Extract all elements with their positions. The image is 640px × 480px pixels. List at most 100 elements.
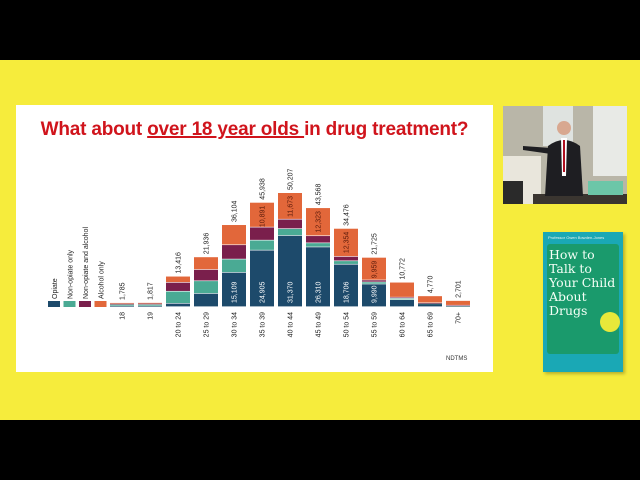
bar-segment-alcohol-only bbox=[446, 300, 470, 305]
speaker-image bbox=[503, 106, 627, 204]
bar-segment-alcohol-only bbox=[166, 276, 190, 283]
category-label: 20 to 24 bbox=[176, 312, 183, 337]
legend-label: Alcohol only bbox=[99, 261, 106, 299]
title-underlined: over 18 year olds bbox=[147, 119, 305, 140]
title-part: in drug treatment? bbox=[304, 119, 469, 140]
bar-segment-non-opiate-and-alcohol bbox=[166, 282, 190, 291]
segment-label: 12,354 bbox=[344, 232, 351, 254]
bar-segment-non-opiate-only bbox=[222, 259, 246, 273]
category-label: 35 to 39 bbox=[260, 312, 267, 337]
bar-segment-opiate bbox=[278, 235, 302, 307]
title-part: What about bbox=[40, 119, 148, 140]
total-label: 1,785 bbox=[120, 282, 127, 300]
bar-segment-opiate bbox=[166, 303, 190, 307]
segment-label: 9,990 bbox=[372, 285, 379, 303]
category-label: 65 to 69 bbox=[428, 312, 435, 337]
bar-segment-alcohol-only bbox=[138, 302, 162, 304]
category-label: 70+ bbox=[456, 312, 463, 324]
category-label: 30 to 34 bbox=[232, 312, 239, 337]
total-label: 13,416 bbox=[176, 252, 183, 274]
legend-label: Opiate bbox=[52, 278, 59, 299]
bar-segment-non-opiate-and-alcohol bbox=[110, 303, 134, 305]
total-label: 34,476 bbox=[344, 204, 351, 226]
legend-swatch bbox=[48, 301, 60, 307]
segment-label: 31,370 bbox=[288, 281, 295, 303]
bar-segment-alcohol-only bbox=[110, 302, 134, 304]
legend-swatch bbox=[63, 301, 76, 307]
segment-label: 26,310 bbox=[316, 281, 323, 303]
bar-segment-non-opiate-and-alcohol bbox=[138, 303, 162, 305]
bar-segment-opiate bbox=[138, 306, 162, 307]
category-label: 45 to 49 bbox=[316, 312, 323, 337]
source-label: NDTMS bbox=[446, 356, 467, 362]
total-label: 2,701 bbox=[456, 280, 463, 298]
legend-label: Non-opiate and alcohol bbox=[83, 227, 90, 299]
bar-segment-non-opiate-only bbox=[250, 240, 274, 250]
bar-segment-non-opiate-and-alcohol bbox=[362, 280, 386, 282]
bar-segment-non-opiate-only bbox=[306, 243, 330, 247]
category-label: 55 to 59 bbox=[372, 312, 379, 337]
segment-label: 24,905 bbox=[260, 281, 267, 303]
bar-segment-alcohol-only bbox=[334, 228, 358, 257]
bar-segment-non-opiate-and-alcohol bbox=[306, 236, 330, 243]
bar-segment-non-opiate-only bbox=[138, 304, 162, 306]
bar-segment-non-opiate-only bbox=[334, 261, 358, 264]
total-label: 36,104 bbox=[232, 201, 239, 223]
bar-segment-non-opiate-and-alcohol bbox=[194, 269, 218, 281]
bar-segment-non-opiate-and-alcohol bbox=[278, 219, 302, 229]
category-label: 60 to 64 bbox=[400, 312, 407, 337]
bar-segment-alcohol-only bbox=[306, 208, 330, 236]
bar-segment-opiate bbox=[418, 304, 442, 307]
bar-segment-opiate bbox=[334, 264, 358, 307]
bar-segment-non-opiate-and-alcohol bbox=[222, 245, 246, 259]
segment-label: 11,673 bbox=[288, 196, 295, 217]
bar-segment-opiate bbox=[362, 284, 386, 307]
category-label: 25 to 29 bbox=[204, 312, 211, 337]
segment-label: 15,109 bbox=[232, 281, 239, 303]
legend-swatch bbox=[79, 301, 91, 307]
legend-swatch bbox=[94, 301, 107, 307]
bar-segment-opiate bbox=[390, 299, 414, 307]
bar-segment-non-opiate-only bbox=[362, 282, 386, 284]
bar-segment-non-opiate-and-alcohol bbox=[250, 227, 274, 240]
book-title: How to Talk to Your Child About Drugs bbox=[549, 247, 616, 318]
book-speech-bubble: How to Talk to Your Child About Drugs bbox=[547, 244, 620, 354]
total-label: 21,725 bbox=[372, 233, 379, 255]
bar-segment-non-opiate-only bbox=[110, 304, 134, 306]
book-author: Professor Owen Bowden-Jones bbox=[548, 235, 605, 240]
book-cover: Professor Owen Bowden-Jones How to Talk … bbox=[543, 232, 623, 372]
bar-segment-non-opiate-and-alcohol bbox=[418, 303, 442, 304]
bar-segment-opiate bbox=[194, 293, 218, 307]
bar-segment-alcohol-only bbox=[250, 202, 274, 227]
segment-label: 18,706 bbox=[344, 281, 351, 303]
bar-segment-alcohol-only bbox=[390, 282, 414, 297]
total-label: 50,207 bbox=[288, 168, 295, 190]
bar-segment-non-opiate-only bbox=[278, 228, 302, 236]
category-label: 19 bbox=[148, 312, 155, 320]
category-label: 50 to 54 bbox=[344, 312, 351, 337]
category-label: 40 to 44 bbox=[288, 312, 295, 337]
total-label: 10,772 bbox=[400, 258, 407, 280]
bar-segment-alcohol-only bbox=[362, 257, 386, 280]
total-label: 21,936 bbox=[204, 233, 211, 255]
bar-segment-non-opiate-and-alcohol bbox=[334, 256, 358, 261]
total-label: 45,938 bbox=[260, 178, 267, 200]
slide-title: What about over 18 year olds in drug tre… bbox=[16, 119, 493, 141]
speaker-video bbox=[503, 106, 627, 204]
bar-segment-opiate bbox=[306, 247, 330, 307]
bar-segment-alcohol-only bbox=[222, 225, 246, 245]
bar-segment-opiate bbox=[250, 250, 274, 307]
segment-label: 10,891 bbox=[260, 206, 267, 228]
bar-segment-non-opiate-only bbox=[166, 291, 190, 303]
segment-label: 9,959 bbox=[372, 261, 379, 279]
legend-label: Non-opiate only bbox=[68, 249, 75, 299]
category-label: 18 bbox=[120, 312, 127, 320]
bar-segment-non-opiate-only bbox=[390, 298, 414, 300]
bar-segment-alcohol-only bbox=[418, 296, 442, 303]
bar-segment-non-opiate-only bbox=[194, 281, 218, 294]
bar-segment-non-opiate-and-alcohol bbox=[390, 297, 414, 299]
bar-segment-opiate bbox=[110, 306, 134, 307]
total-label: 4,770 bbox=[428, 276, 435, 294]
bar-segment-alcohol-only bbox=[194, 257, 218, 270]
